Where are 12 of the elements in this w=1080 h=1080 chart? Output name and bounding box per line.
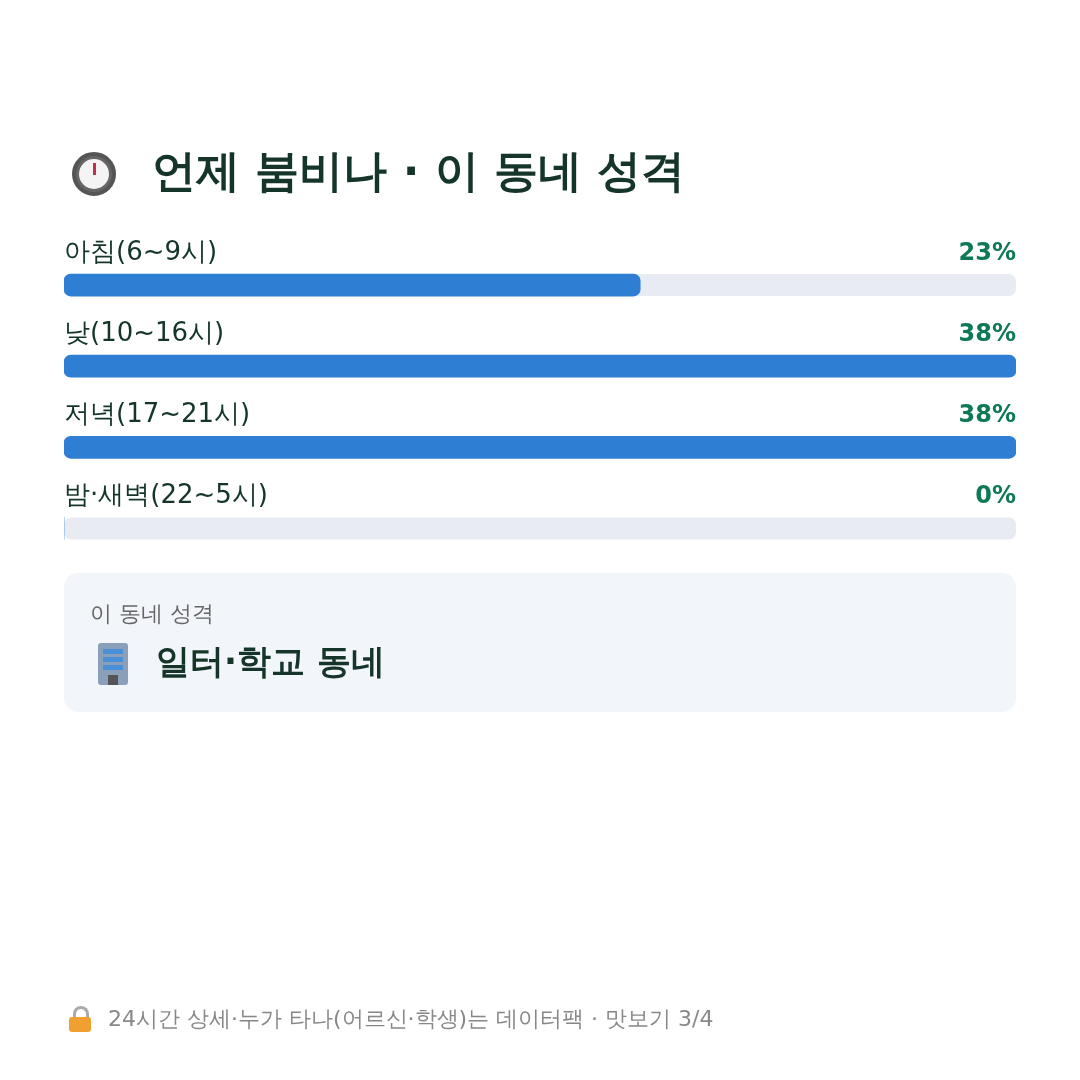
y-tick-label: 밤·새벽(22~5시) (64, 479, 268, 510)
data-label: 38% (958, 319, 1016, 348)
text: 이 동네 성격 (90, 600, 214, 628)
data-label: 38% (958, 400, 1016, 429)
y-tick-label: 낮(10~16시) (64, 317, 225, 348)
y-tick-label: 저녁(17~21시) (64, 398, 251, 429)
data-label: 23% (958, 238, 1016, 267)
data-label: 0% (975, 481, 1016, 510)
chart-title: 언제 붐비나 · 이 동네 성격 (152, 144, 686, 198)
text: 일터·학교 동네 (156, 640, 385, 683)
text: 24시간 상세·누가 타나(어르신·학생)는 데이터팩 · 맛보기 3/4 (108, 1005, 714, 1033)
y-tick-label: 아침(6~9시) (64, 236, 218, 267)
